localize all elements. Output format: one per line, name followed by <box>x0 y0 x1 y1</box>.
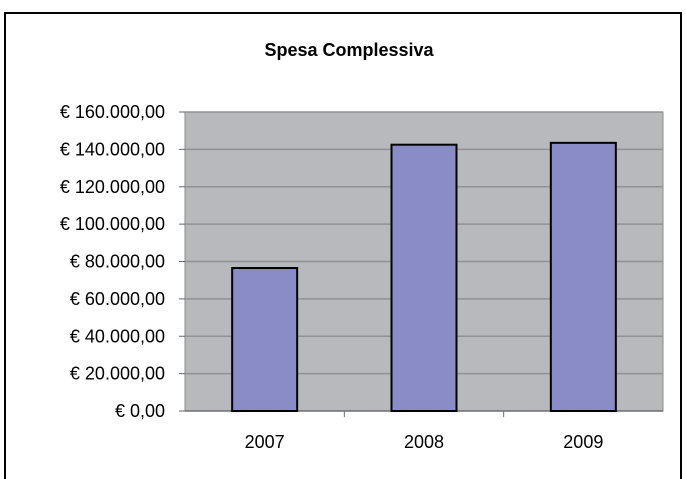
y-tick-label: € 160.000,00 <box>60 102 165 122</box>
x-tick-label: 2008 <box>404 432 444 452</box>
y-tick-label: € 120.000,00 <box>60 177 165 197</box>
y-tick-label: € 40.000,00 <box>70 326 165 346</box>
y-tick-label: € 20.000,00 <box>70 364 165 384</box>
bar-2009 <box>549 141 617 412</box>
x-tick-label: 2009 <box>563 432 603 452</box>
y-tick-label: € 80.000,00 <box>70 252 165 272</box>
y-tick-label: € 140.000,00 <box>60 139 165 159</box>
chart-title: Spesa Complessiva <box>264 40 434 60</box>
bar-2007 <box>231 267 299 412</box>
y-tick-label: € 0,00 <box>115 401 165 421</box>
plot-area: € 0,00 € 20.000,00 € 40.000,00 € 60.000,00 €… <box>60 102 664 452</box>
y-tick-label: € 60.000,00 <box>70 289 165 309</box>
y-tick-label: € 100.000,00 <box>60 214 165 234</box>
x-tick-label: 2007 <box>245 432 285 452</box>
bar-2008 <box>390 143 458 412</box>
